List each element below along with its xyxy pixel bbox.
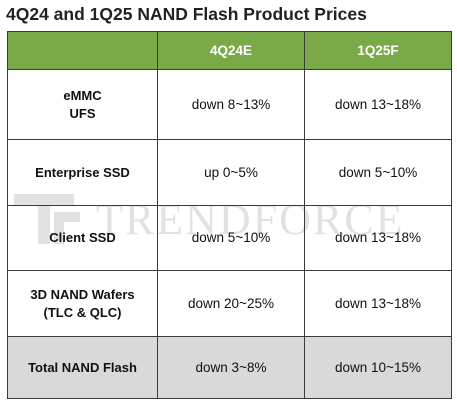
product-label: 3D NAND Wafers (TLC & QLC) <box>7 270 158 337</box>
product-label-line: UFS <box>69 105 96 121</box>
table-row: 3D NAND Wafers (TLC & QLC) down 20~25% d… <box>7 270 452 337</box>
value-cell-1q25f: down 10~15% <box>304 336 452 399</box>
header-cell-product <box>7 31 158 70</box>
value-cell-1q25f: down 5~10% <box>304 139 452 206</box>
value-cell-4q24e: down 8~13% <box>157 69 305 140</box>
product-label-line: 3D NAND Wafers <box>30 286 135 302</box>
value-cell-1q25f: down 13~18% <box>304 205 452 271</box>
header-cell-1q25f: 1Q25F <box>304 31 452 70</box>
product-label-line: Enterprise SSD <box>35 164 130 180</box>
header-row: 4Q24E 1Q25F <box>7 31 452 70</box>
product-label-line: Total NAND Flash <box>28 359 137 375</box>
value-cell-4q24e: up 0~5% <box>157 139 305 206</box>
header-cell-4q24e: 4Q24E <box>157 31 305 70</box>
product-label: Total NAND Flash <box>7 336 158 399</box>
table-row: Client SSD down 5~10% down 13~18% <box>7 205 452 271</box>
product-label-line: eMMC <box>63 87 102 103</box>
price-table: 4Q24E 1Q25F eMMC UFS down 8~13% down 13~… <box>7 31 452 399</box>
product-label-line: Client SSD <box>49 230 116 245</box>
value-cell-4q24e: down 20~25% <box>157 270 305 337</box>
product-label: Enterprise SSD <box>7 139 158 206</box>
table-row: eMMC UFS down 8~13% down 13~18% <box>7 69 452 140</box>
value-cell-4q24e: down 3~8% <box>157 336 305 399</box>
total-row: Total NAND Flash down 3~8% down 10~15% <box>7 336 452 399</box>
chart-title: 4Q24 and 1Q25 NAND Flash Product Prices <box>6 4 367 24</box>
value-cell-4q24e: down 5~10% <box>157 205 305 271</box>
product-label-line: (TLC & QLC) <box>43 304 122 320</box>
product-label: Client SSD <box>7 205 158 271</box>
value-cell-1q25f: down 13~18% <box>304 270 452 337</box>
value-cell-1q25f: down 13~18% <box>304 69 452 140</box>
product-label: eMMC UFS <box>7 69 158 140</box>
table-row: Enterprise SSD up 0~5% down 5~10% <box>7 139 452 206</box>
